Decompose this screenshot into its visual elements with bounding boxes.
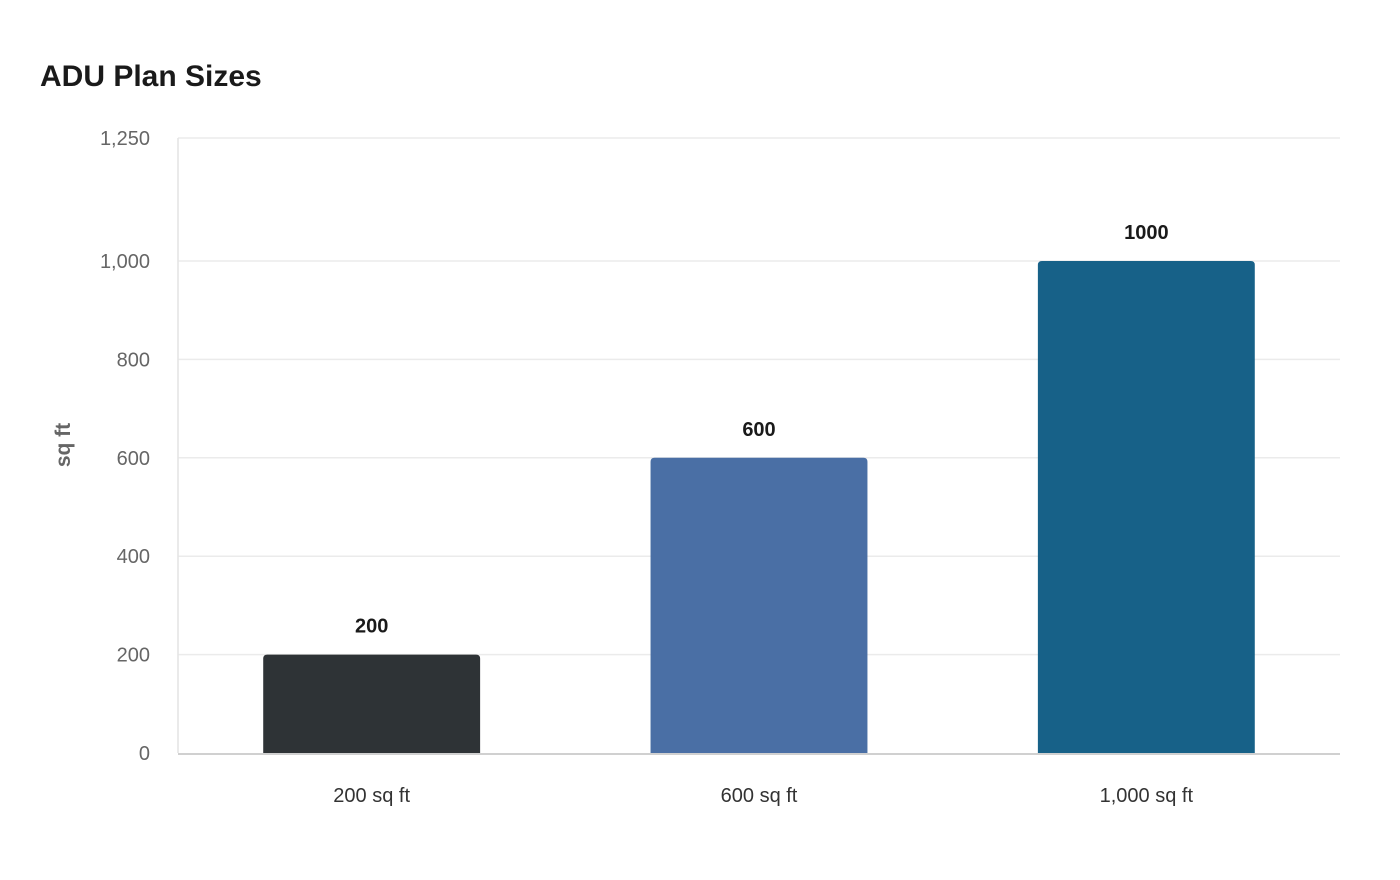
bar xyxy=(1037,261,1255,753)
y-tick-label: 200 xyxy=(117,645,150,667)
bar xyxy=(650,457,868,753)
y-tick-label: 400 xyxy=(117,546,150,568)
data-label: 200 xyxy=(355,616,388,638)
data-label: 600 xyxy=(742,419,775,441)
bar xyxy=(263,654,481,753)
y-tick-label: 0 xyxy=(139,743,150,765)
x-tick-label: 600 sq ft xyxy=(721,785,798,807)
y-tick-label: 1,000 xyxy=(100,251,150,273)
bars xyxy=(263,261,1255,753)
x-tick-label: 200 sq ft xyxy=(333,785,410,807)
y-tick-label: 1,250 xyxy=(100,128,150,150)
y-tick-label: 600 xyxy=(117,448,150,470)
x-axis-ticks: 200 sq ft 600 sq ft 1,000 sq ft xyxy=(178,753,1340,807)
data-label: 1000 xyxy=(1124,222,1169,244)
chart-title: ADU Plan Sizes xyxy=(40,60,262,93)
y-axis-ticks: 0 200 400 600 800 1,000 1,250 xyxy=(100,128,150,765)
data-labels: 200 600 1000 xyxy=(355,222,1169,638)
x-tick-label: 1,000 sq ft xyxy=(1100,785,1194,807)
y-tick-label: 800 xyxy=(117,349,150,371)
y-axis-label: sq ft xyxy=(52,423,75,467)
